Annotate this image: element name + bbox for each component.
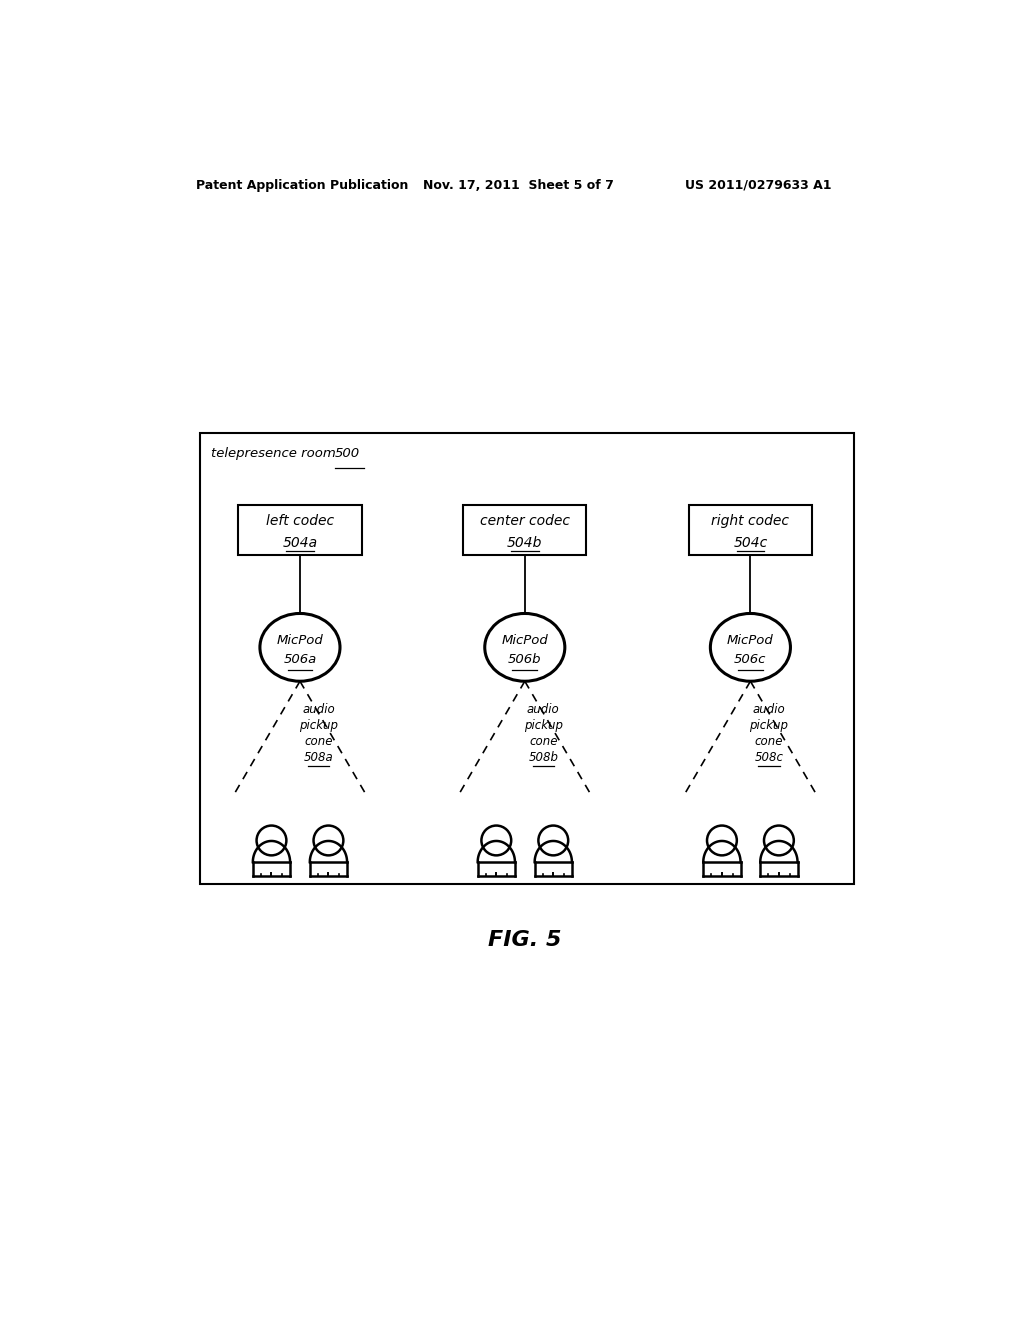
Text: MicPod: MicPod [276, 634, 324, 647]
Ellipse shape [260, 614, 340, 681]
Text: US 2011/0279633 A1: US 2011/0279633 A1 [685, 178, 831, 191]
Text: 500: 500 [335, 447, 359, 461]
Ellipse shape [711, 614, 791, 681]
Text: MicPod: MicPod [727, 634, 774, 647]
Text: 504b: 504b [507, 536, 543, 550]
Circle shape [481, 825, 511, 855]
Circle shape [539, 825, 568, 855]
Text: Patent Application Publication: Patent Application Publication [196, 178, 409, 191]
Text: 508a: 508a [303, 751, 334, 764]
Text: audio
pickup
cone: audio pickup cone [524, 704, 563, 748]
Text: 504c: 504c [733, 536, 768, 550]
Text: right codec: right codec [712, 515, 790, 528]
Text: audio
pickup
cone: audio pickup cone [299, 704, 338, 748]
Text: FIG. 5: FIG. 5 [488, 931, 561, 950]
FancyBboxPatch shape [689, 506, 812, 554]
Text: telepresence room: telepresence room [211, 447, 345, 461]
Circle shape [313, 825, 343, 855]
Text: 506a: 506a [284, 653, 316, 667]
Ellipse shape [484, 614, 565, 681]
Circle shape [257, 825, 287, 855]
FancyBboxPatch shape [200, 433, 854, 884]
Text: 508c: 508c [755, 751, 783, 764]
Text: MicPod: MicPod [502, 634, 548, 647]
Text: 504a: 504a [283, 536, 317, 550]
Text: 506c: 506c [734, 653, 767, 667]
Text: audio
pickup
cone: audio pickup cone [750, 704, 788, 748]
Text: center codec: center codec [480, 515, 569, 528]
Text: 506b: 506b [508, 653, 542, 667]
FancyBboxPatch shape [239, 506, 361, 554]
FancyBboxPatch shape [463, 506, 587, 554]
Text: Nov. 17, 2011  Sheet 5 of 7: Nov. 17, 2011 Sheet 5 of 7 [423, 178, 614, 191]
Circle shape [707, 825, 737, 855]
Text: left codec: left codec [266, 515, 334, 528]
Circle shape [764, 825, 794, 855]
Text: 508b: 508b [528, 751, 558, 764]
